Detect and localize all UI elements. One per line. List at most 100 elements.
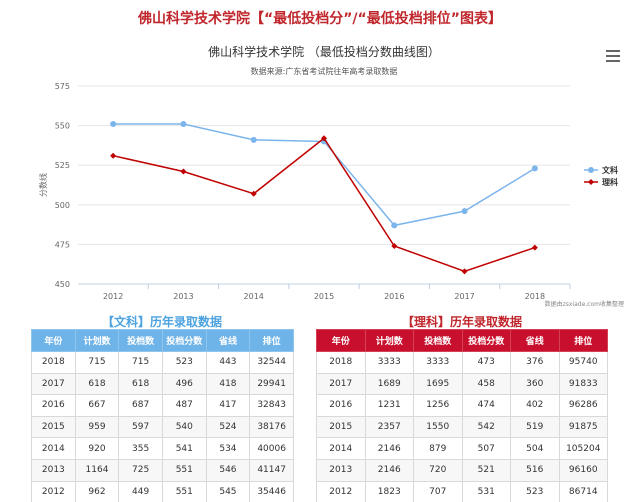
data-point[interactable] [110,121,117,128]
table-cell: 551 [161,480,207,502]
table-cell: 91875 [558,415,608,439]
table-cell: 1164 [74,458,120,482]
table-row: 2018 3333 3333 473 376 95740 [316,351,608,374]
chart-subtitle: 数据来源:广东省考试院往年高考录取数据 [251,66,398,76]
table-header-cell: 计划数 [74,329,120,352]
table-cell: 417 [205,394,251,417]
legend-label[interactable]: 理科 [602,177,618,187]
table-cell: 2146 [364,458,414,482]
table-cell: 542 [461,415,511,439]
x-tick-label: 2013 [173,292,193,301]
table-cell: 504 [510,437,560,460]
page-title: 佛山科学技术学院【“最低投档分”/“最低投档排位”图表】 [138,11,502,27]
table-cell: 487 [161,394,207,417]
menu-icon-bar [606,60,620,62]
table-cell: 1689 [364,372,414,396]
table-header-cell: 计划数 [364,329,414,352]
data-point[interactable] [110,152,117,159]
table-cell: 2014 [316,437,366,460]
wenke-table: 年份 计划数 投档数 投档分数 省线 排位 2018 715 715 523 443 32544 20… [31,329,294,502]
x-tick-label: 2014 [244,292,264,301]
y-tick-label: 475 [55,240,70,249]
table-cell: 920 [74,437,120,460]
table-cell: 105204 [558,437,608,460]
table-cell: 2013 [316,458,366,482]
table-row: 2018 715 715 523 443 32544 [31,351,294,374]
table-cell: 1695 [413,372,463,396]
x-tick-label: 2015 [314,292,334,301]
table-cell: 720 [413,458,463,482]
table-cell: 962 [74,480,120,502]
data-point[interactable] [180,168,187,175]
table-header-cell: 排位 [249,329,294,352]
table-cell: 2015 [316,415,366,439]
data-point[interactable] [461,268,468,275]
data-point[interactable] [321,135,327,142]
wenke-table-title: 【文科】历年录取数据 [101,315,222,329]
table-cell: 546 [205,458,251,482]
y-axis-label: 分数线 [38,173,48,197]
table-cell: 2014 [31,437,76,460]
table-cell: 519 [510,415,560,439]
table-cell: 1231 [364,394,414,417]
y-tick-label: 500 [55,201,70,210]
table-cell: 473 [461,351,511,374]
table-cell: 618 [74,372,120,396]
table-cell: 545 [205,480,251,502]
legend-label[interactable]: 文科 [602,165,618,175]
table-cell: 715 [118,351,163,374]
table-cell: 2018 [31,351,76,374]
table-header-cell: 年份 [31,329,76,352]
data-point[interactable] [250,190,257,197]
table-cell: 507 [461,437,511,460]
table-cell: 524 [205,415,251,439]
table-cell: 667 [74,394,120,417]
table-header-cell: 排位 [558,329,608,352]
table-cell: 618 [118,372,163,396]
table-cell: 2016 [31,394,76,417]
chart-menu-button[interactable] [606,50,620,64]
x-tick-label: 2018 [525,292,545,301]
table-header-cell: 投档分数 [161,329,207,352]
legend-marker [588,179,594,185]
x-tick-label: 2017 [454,292,474,301]
table-cell: 521 [461,458,511,482]
table-cell: 1550 [413,415,463,439]
table-header-cell: 投档数 [118,329,163,352]
like-table-title: 【理科】历年录取数据 [401,315,522,329]
chart-svg: 佛山科学技术学院 （最低投档分数曲线图） 数据来源:广东省考试院往年高考录取数据… [38,44,624,308]
data-point[interactable] [531,244,538,251]
table-row: 2014 920 355 541 534 40006 [31,437,294,460]
data-point[interactable] [250,136,257,143]
x-tick-label: 2016 [384,292,404,301]
table-cell: 879 [413,437,463,460]
table-cell: 2017 [316,372,366,396]
table-cell: 2013 [31,458,76,482]
table-cell: 2016 [316,394,366,417]
table-cell: 32544 [249,351,294,374]
table-cell: 2017 [31,372,76,396]
table-cell: 449 [118,480,163,502]
table-header-cell: 省线 [510,329,560,352]
data-point[interactable] [391,242,398,249]
like-table: 年份 计划数 投档数 投档分数 省线 排位 2018 3333 3333 473 376 95740… [316,329,608,502]
data-point[interactable] [461,208,468,215]
table-row: 2012 1823 707 531 523 86714 [316,480,608,502]
table-cell: 715 [74,351,120,374]
table-cell: 458 [461,372,511,396]
table-row: 2013 1164 725 551 546 41147 [31,458,294,482]
table-header-cell: 投档分数 [461,329,511,352]
legend-marker [588,167,594,173]
table-cell: 402 [510,394,560,417]
y-tick-label: 450 [55,280,70,289]
table-cell: 531 [461,480,511,502]
table-cell: 707 [413,480,463,502]
data-point[interactable] [391,222,398,229]
table-header-cell: 年份 [316,329,366,352]
table-cell: 551 [161,458,207,482]
y-tick-label: 525 [55,161,70,170]
menu-icon-bar [606,50,620,52]
table-cell: 597 [118,415,163,439]
data-point[interactable] [180,121,187,128]
data-point[interactable] [531,165,538,172]
